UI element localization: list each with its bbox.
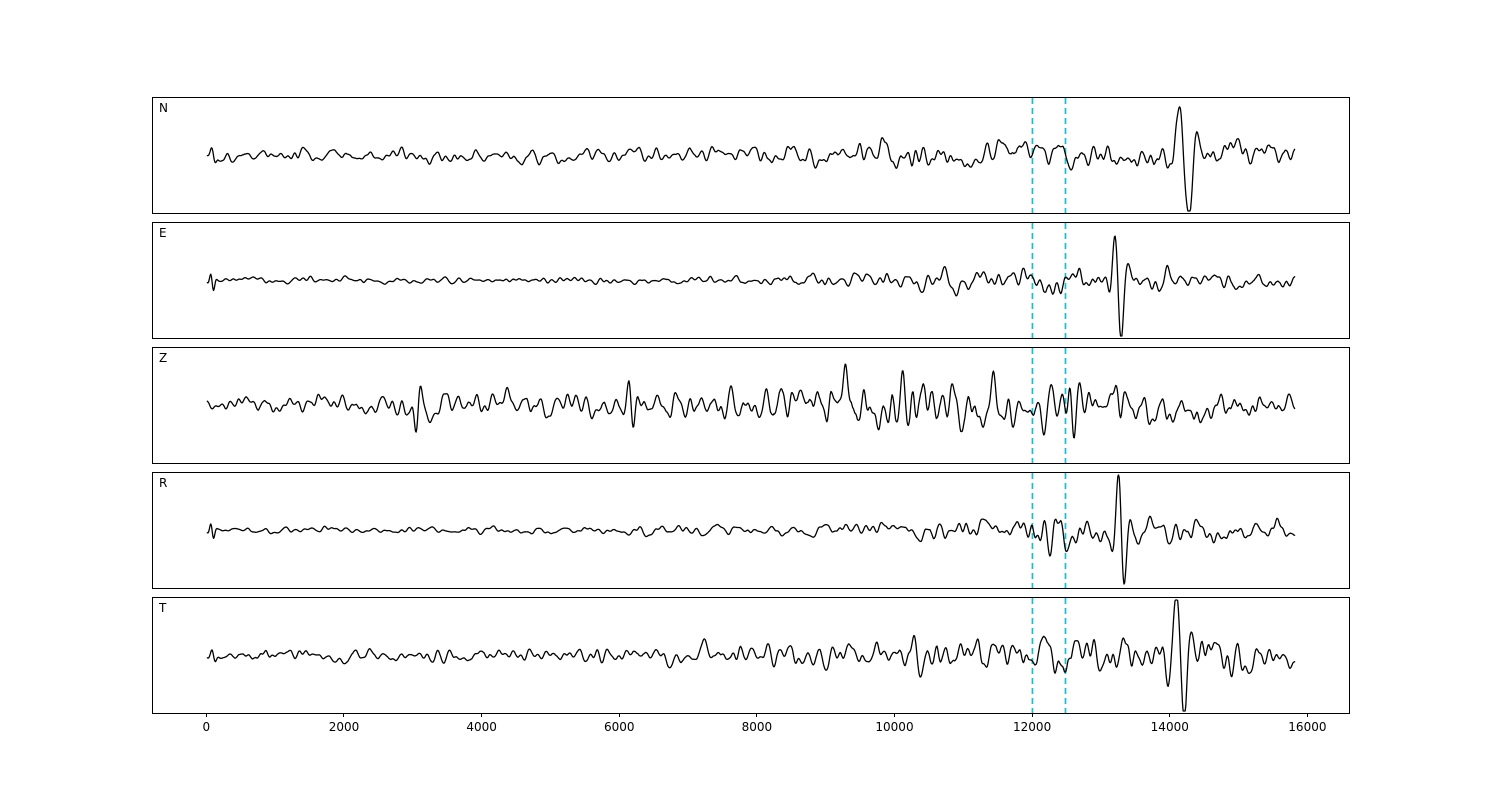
x-axis-tick [756, 713, 758, 717]
trace-path-n [206, 106, 1296, 212]
trace-label-e: E [159, 226, 167, 240]
subplot-e: E [152, 222, 1350, 339]
x-axis-tick-label: 2000 [328, 720, 360, 734]
waveform-canvas-r [206, 473, 1296, 588]
x-axis-tick-label: 10000 [875, 720, 914, 734]
x-axis-tick [481, 713, 483, 717]
subplot-z: Z [152, 347, 1350, 464]
x-axis-tick [1169, 713, 1171, 717]
trace-path-e [206, 235, 1296, 337]
x-axis-tick [343, 713, 345, 717]
x-axis-tick [618, 713, 620, 717]
subplot-r: R [152, 472, 1350, 589]
x-axis-tick [205, 713, 207, 717]
waveform-canvas-n [206, 98, 1296, 213]
x-axis-tick-label: 6000 [603, 720, 635, 734]
x-axis-tick-label: 0 [202, 720, 211, 734]
x-axis-tick-label: 14000 [1150, 720, 1189, 734]
trace-path-t [206, 599, 1296, 712]
x-axis-tick [1031, 713, 1033, 717]
x-axis-tick [1306, 713, 1308, 717]
subplot-t: T [152, 597, 1350, 714]
trace-label-n: N [159, 101, 168, 115]
trace-label-z: Z [159, 351, 168, 365]
waveform-canvas-e [206, 223, 1296, 338]
trace-label-r: R [159, 476, 168, 490]
trace-label-t: T [159, 601, 167, 615]
subplot-n: N [152, 97, 1350, 214]
waveform-canvas-t [206, 598, 1296, 713]
trace-path-r [206, 474, 1296, 585]
x-axis-tick-label: 12000 [1013, 720, 1052, 734]
trace-path-z [206, 363, 1296, 439]
waveform-canvas-z [206, 348, 1296, 463]
x-axis-tick-label: 16000 [1288, 720, 1327, 734]
x-axis-tick-label: 8000 [741, 720, 773, 734]
x-axis-tick-label: 4000 [466, 720, 497, 734]
x-axis-tick [894, 713, 895, 717]
